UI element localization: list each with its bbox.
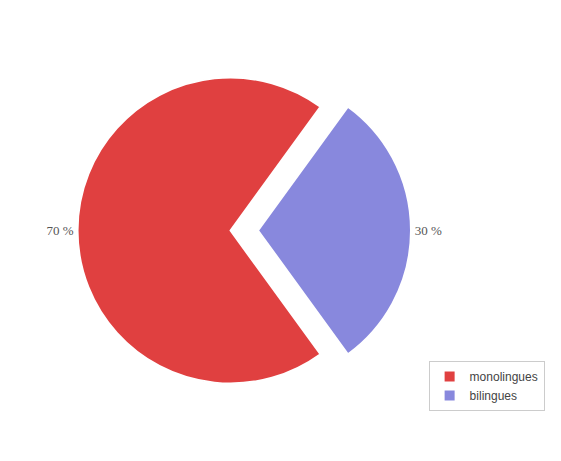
svg-text:30 %: 30 % [415, 223, 442, 238]
svg-text:70 %: 70 % [47, 223, 74, 238]
svg-text:monolingues: monolingues [470, 370, 538, 384]
svg-text:bilingues: bilingues [470, 389, 517, 403]
